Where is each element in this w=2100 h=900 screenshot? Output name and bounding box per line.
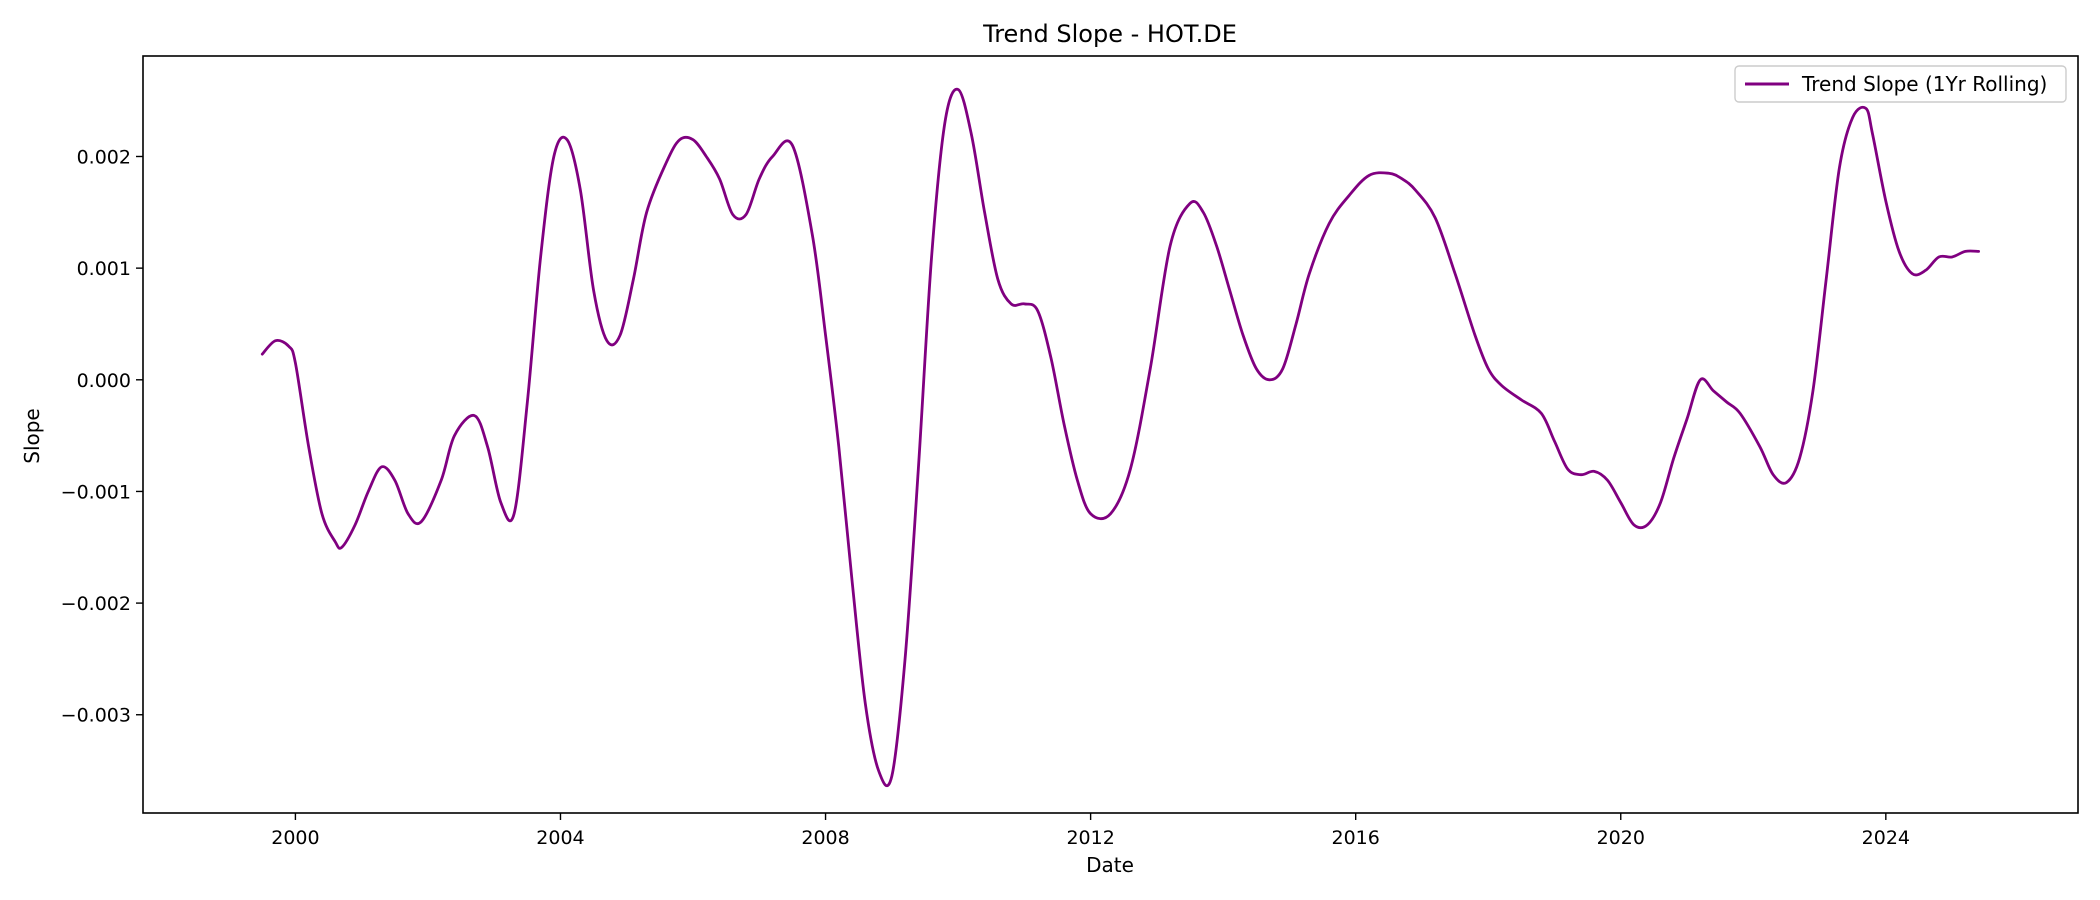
x-tick-label: 2000: [271, 827, 319, 849]
x-tick-label: 2012: [1066, 827, 1114, 849]
x-tick-label: 2024: [1862, 827, 1910, 849]
y-axis-label: Slope: [20, 408, 44, 464]
y-tick-label: −0.001: [61, 481, 131, 503]
plot-area: 2000 2004 2008 2012 2016 2020 2024 −0.003−0.00…: [61, 55, 2079, 849]
y-tick-label: 0.002: [77, 146, 131, 168]
x-axis-label: Date: [1086, 853, 1134, 877]
series-layer: [260, 87, 1980, 788]
x-tick-label: 2004: [536, 827, 584, 849]
x-axis-ticks: 2000 2004 2008 2012 2016 2020 2024: [271, 813, 1910, 849]
x-tick-label: 2016: [1332, 827, 1380, 849]
series-line: [260, 87, 1980, 788]
y-tick-label: −0.003: [61, 705, 131, 727]
legend-box: [1734, 65, 2067, 103]
legend: Trend Slope (1Yr Rolling): [1734, 65, 2067, 103]
y-tick-label: 0.001: [77, 258, 131, 280]
x-tick-label: 2020: [1597, 827, 1645, 849]
y-tick-label: 0.000: [77, 370, 131, 392]
plot-frame: [142, 55, 2079, 814]
y-axis-ticks: −0.003 −0.002 −0.001 0.000 0.001 0.002: [61, 146, 143, 727]
chart-title: Trend Slope - HOT.DE: [982, 20, 1237, 48]
y-tick-label: −0.002: [61, 593, 131, 615]
x-tick-label: 2008: [801, 827, 849, 849]
legend-label: Trend Slope (1Yr Rolling): [1801, 72, 2047, 96]
